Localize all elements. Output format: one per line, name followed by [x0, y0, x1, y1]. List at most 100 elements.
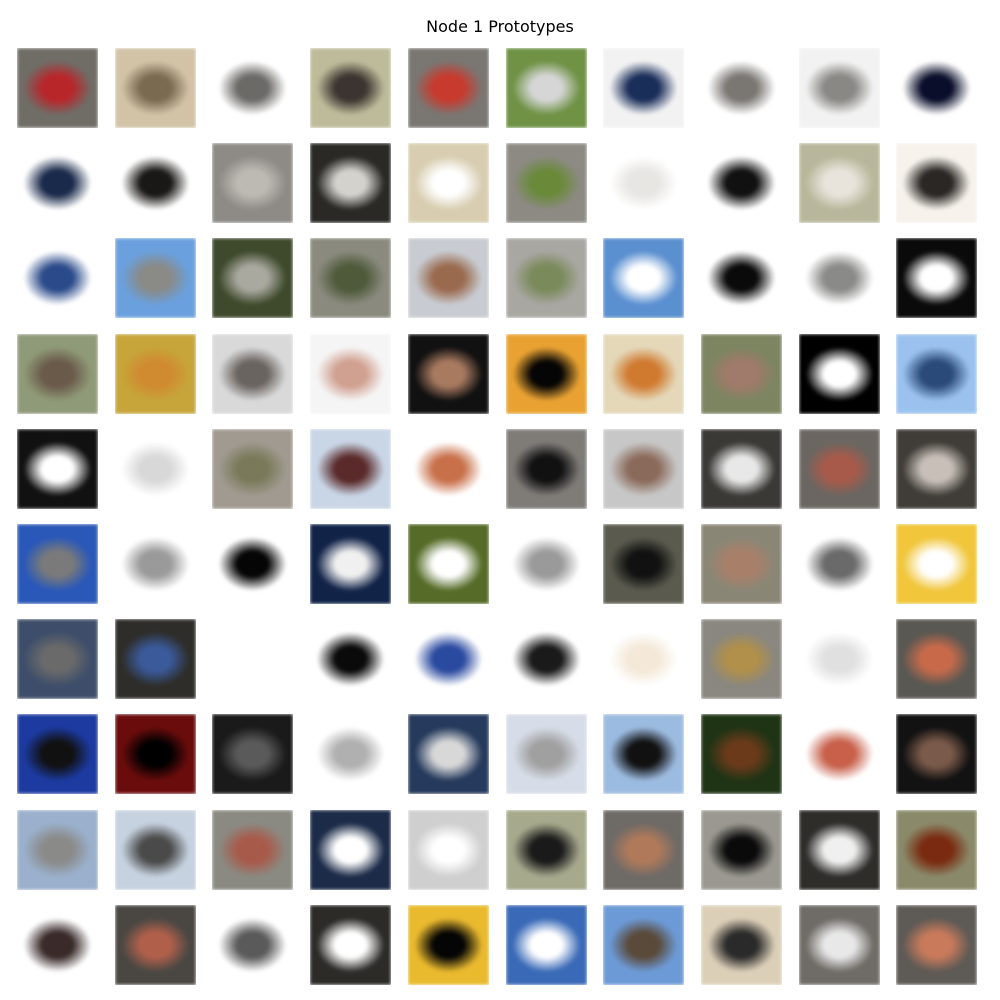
prototype-image	[115, 429, 196, 509]
prototype-tile	[701, 810, 782, 890]
prototype-image	[408, 810, 489, 890]
prototype-image	[408, 524, 489, 604]
prototype-tile	[896, 810, 977, 890]
prototype-tile	[701, 334, 782, 414]
prototype-image	[896, 524, 977, 604]
prototype-image	[310, 810, 391, 890]
prototype-image	[603, 334, 684, 414]
prototype-image	[212, 48, 293, 128]
prototype-image	[115, 714, 196, 794]
prototype-image	[603, 810, 684, 890]
prototype-image	[701, 429, 782, 509]
prototype-tile	[799, 905, 880, 985]
prototype-tile	[17, 429, 98, 509]
prototype-image	[603, 905, 684, 985]
prototype-image	[212, 905, 293, 985]
prototype-tile	[701, 143, 782, 223]
prototype-tile	[799, 334, 880, 414]
prototype-tile	[310, 429, 391, 509]
prototype-tile	[115, 905, 196, 985]
prototype-tile	[115, 524, 196, 604]
prototype-image	[310, 238, 391, 318]
prototype-image	[408, 334, 489, 414]
prototype-tile	[408, 714, 489, 794]
prototype-grid	[17, 48, 985, 986]
prototype-tile	[506, 714, 587, 794]
prototype-tile	[115, 619, 196, 699]
prototype-image	[310, 143, 391, 223]
prototype-tile	[896, 524, 977, 604]
prototype-image	[701, 619, 782, 699]
prototype-image	[701, 714, 782, 794]
prototype-tile	[310, 810, 391, 890]
prototype-image	[799, 334, 880, 414]
prototype-image	[408, 619, 489, 699]
prototype-image	[17, 238, 98, 318]
prototype-tile	[506, 810, 587, 890]
prototype-tile	[212, 905, 293, 985]
prototype-tile	[212, 810, 293, 890]
prototype-tile	[799, 238, 880, 318]
prototype-tile	[17, 810, 98, 890]
prototype-image	[115, 143, 196, 223]
prototype-tile	[310, 334, 391, 414]
prototype-tile	[603, 429, 684, 509]
prototype-image	[212, 429, 293, 509]
prototype-tile	[506, 238, 587, 318]
prototype-tile	[310, 714, 391, 794]
prototype-tile	[408, 143, 489, 223]
prototype-tile	[408, 524, 489, 604]
prototype-tile	[701, 905, 782, 985]
prototype-tile	[506, 48, 587, 128]
prototype-tile	[408, 238, 489, 318]
prototype-tile	[799, 429, 880, 509]
prototype-tile	[506, 143, 587, 223]
prototype-tile	[17, 619, 98, 699]
prototype-tile	[212, 48, 293, 128]
prototype-image	[408, 429, 489, 509]
prototype-tile	[506, 334, 587, 414]
prototype-tile	[799, 524, 880, 604]
prototype-tile	[17, 714, 98, 794]
prototype-tile	[896, 619, 977, 699]
prototype-tile	[799, 714, 880, 794]
prototype-image	[701, 905, 782, 985]
prototype-image	[603, 48, 684, 128]
prototype-tile	[896, 429, 977, 509]
prototype-tile	[603, 524, 684, 604]
prototype-image	[506, 714, 587, 794]
prototype-tile	[506, 524, 587, 604]
prototype-tile	[212, 429, 293, 509]
prototype-image	[701, 524, 782, 604]
prototype-image	[310, 905, 391, 985]
prototype-tile	[799, 48, 880, 128]
figure-title: Node 1 Prototypes	[426, 17, 574, 36]
prototype-tile	[603, 905, 684, 985]
prototype-image	[310, 334, 391, 414]
prototype-image	[896, 334, 977, 414]
prototype-tile	[17, 48, 98, 128]
prototype-image	[17, 810, 98, 890]
prototype-image	[17, 524, 98, 604]
prototype-tile	[701, 429, 782, 509]
prototype-image	[212, 524, 293, 604]
prototype-tile	[115, 334, 196, 414]
prototype-image	[701, 48, 782, 128]
prototype-image	[896, 143, 977, 223]
prototype-tile	[408, 619, 489, 699]
prototype-image	[701, 810, 782, 890]
prototype-image	[17, 714, 98, 794]
prototype-image	[896, 810, 977, 890]
prototype-image	[799, 524, 880, 604]
prototype-image	[17, 905, 98, 985]
prototype-tile	[310, 619, 391, 699]
prototype-image	[115, 334, 196, 414]
prototype-image	[603, 714, 684, 794]
prototype-tile	[115, 429, 196, 509]
prototype-tile	[506, 619, 587, 699]
prototype-image	[212, 238, 293, 318]
prototype-image	[799, 810, 880, 890]
prototype-image	[603, 429, 684, 509]
prototype-image	[896, 48, 977, 128]
prototype-image	[310, 619, 391, 699]
